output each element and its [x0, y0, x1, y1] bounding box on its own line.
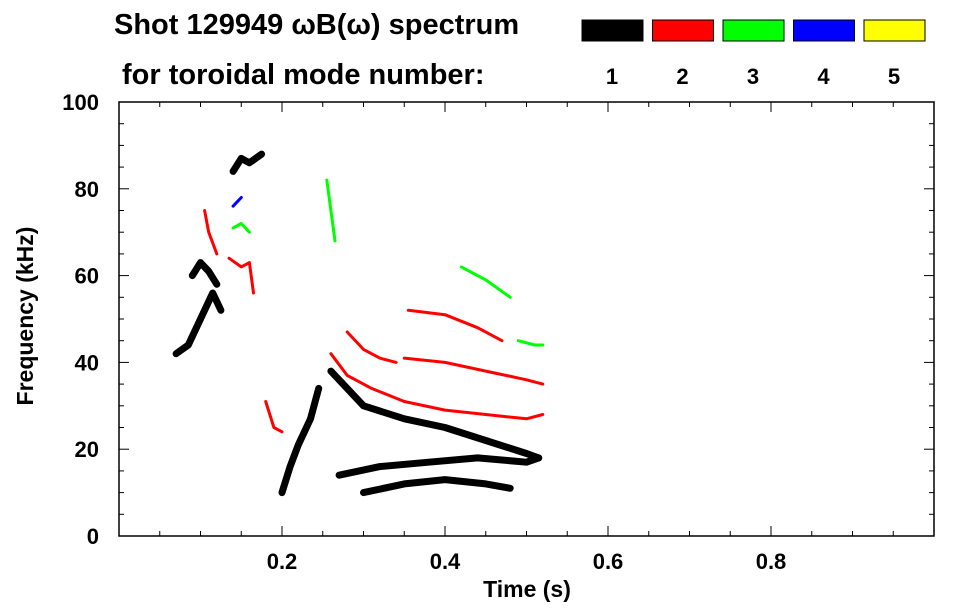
y-tick-label: 100: [62, 90, 99, 115]
y-tick-label: 20: [75, 437, 99, 462]
y-tick-label: 80: [75, 177, 99, 202]
series-3-trace: [325, 178, 337, 243]
legend-swatch-2: [652, 19, 714, 42]
series-2-trace: [329, 352, 545, 421]
series-2-trace: [406, 308, 504, 343]
x-tick-label: 0.8: [756, 549, 787, 574]
series-2: [203, 209, 545, 434]
series-layer: [172, 150, 545, 497]
series-1-trace: [278, 384, 323, 497]
series-1: [172, 150, 543, 497]
legend-swatch-3: [722, 19, 785, 42]
series-3: [231, 178, 545, 347]
legend: 1 2 3 4 5: [581, 19, 926, 89]
legend-swatch-1: [581, 19, 644, 42]
series-2-trace: [402, 356, 545, 386]
x-tick-label: 0.6: [593, 549, 624, 574]
series-3-trace: [231, 222, 251, 234]
series-3-trace: [516, 339, 545, 347]
series-1-trace: [327, 367, 543, 462]
y-axis-label: Frequency (kHz): [12, 227, 38, 406]
series-1-trace: [229, 150, 266, 175]
legend-swatch-5: [863, 19, 926, 42]
legend-swatch-4: [793, 19, 855, 42]
chart-title-line1: Shot 129949 ωB(ω) spectrum: [114, 9, 519, 41]
series-2-trace: [264, 400, 284, 434]
y-tick-label: 0: [87, 524, 99, 549]
series-4-trace: [231, 196, 243, 208]
y-tick-label: 40: [75, 350, 99, 375]
series-1-trace: [188, 259, 221, 288]
y-tick-label: 60: [75, 264, 99, 289]
plot-frame: [118, 101, 935, 537]
legend-label-3: 3: [747, 64, 759, 89]
legend-label-1: 1: [606, 64, 618, 89]
x-tick-label: 0.2: [267, 549, 298, 574]
series-1-trace: [360, 476, 514, 497]
legend-label-2: 2: [676, 64, 688, 89]
axes-layer: 0.2 0.4 0.6 0.8 0 20 40 60 80 100: [62, 90, 934, 574]
series-2-trace: [345, 330, 398, 364]
series-1-trace: [335, 454, 543, 479]
legend-label-4: 4: [817, 64, 830, 89]
series-4: [231, 196, 243, 208]
series-2-trace: [203, 209, 219, 256]
series-3-trace: [459, 265, 512, 299]
chart-title-line2: for toroidal mode number:: [122, 59, 485, 91]
series-2-trace: [227, 256, 255, 295]
legend-label-5: 5: [888, 64, 900, 89]
x-axis-label: Time (s): [483, 576, 571, 602]
x-tick-label: 0.4: [430, 549, 461, 574]
series-1-trace: [172, 289, 225, 358]
plot-area: 0.2 0.4 0.6 0.8 0 20 40 60 80 100: [62, 90, 935, 574]
